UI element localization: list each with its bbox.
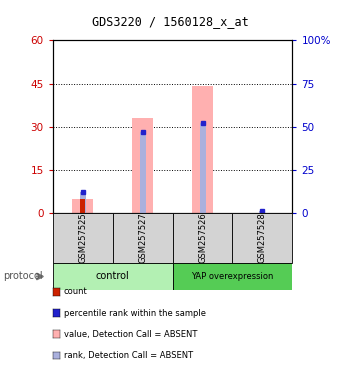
Text: GSM257525: GSM257525 — [78, 213, 87, 263]
Bar — [173, 263, 292, 290]
Text: GSM257526: GSM257526 — [198, 213, 207, 263]
Bar — [113, 213, 173, 263]
Bar — [53, 263, 173, 290]
Bar — [72, 199, 93, 213]
Text: protocol: protocol — [3, 271, 43, 281]
Text: GSM257527: GSM257527 — [138, 213, 147, 263]
Bar — [140, 132, 146, 213]
Text: GSM257528: GSM257528 — [258, 213, 267, 263]
Text: rank, Detection Call = ABSENT: rank, Detection Call = ABSENT — [64, 351, 193, 360]
Bar — [132, 118, 153, 213]
Bar — [80, 199, 85, 213]
Bar — [200, 123, 205, 213]
Bar — [80, 192, 86, 213]
Text: count: count — [64, 288, 87, 296]
Bar — [259, 210, 266, 213]
Bar — [173, 213, 233, 263]
Bar — [53, 213, 113, 263]
Text: percentile rank within the sample: percentile rank within the sample — [64, 309, 206, 318]
Text: GDS3220 / 1560128_x_at: GDS3220 / 1560128_x_at — [91, 15, 249, 28]
Text: value, Detection Call = ABSENT: value, Detection Call = ABSENT — [64, 330, 197, 339]
Bar — [192, 86, 213, 213]
Bar — [233, 213, 292, 263]
Text: control: control — [96, 271, 130, 281]
Text: YAP overexpression: YAP overexpression — [191, 272, 274, 281]
